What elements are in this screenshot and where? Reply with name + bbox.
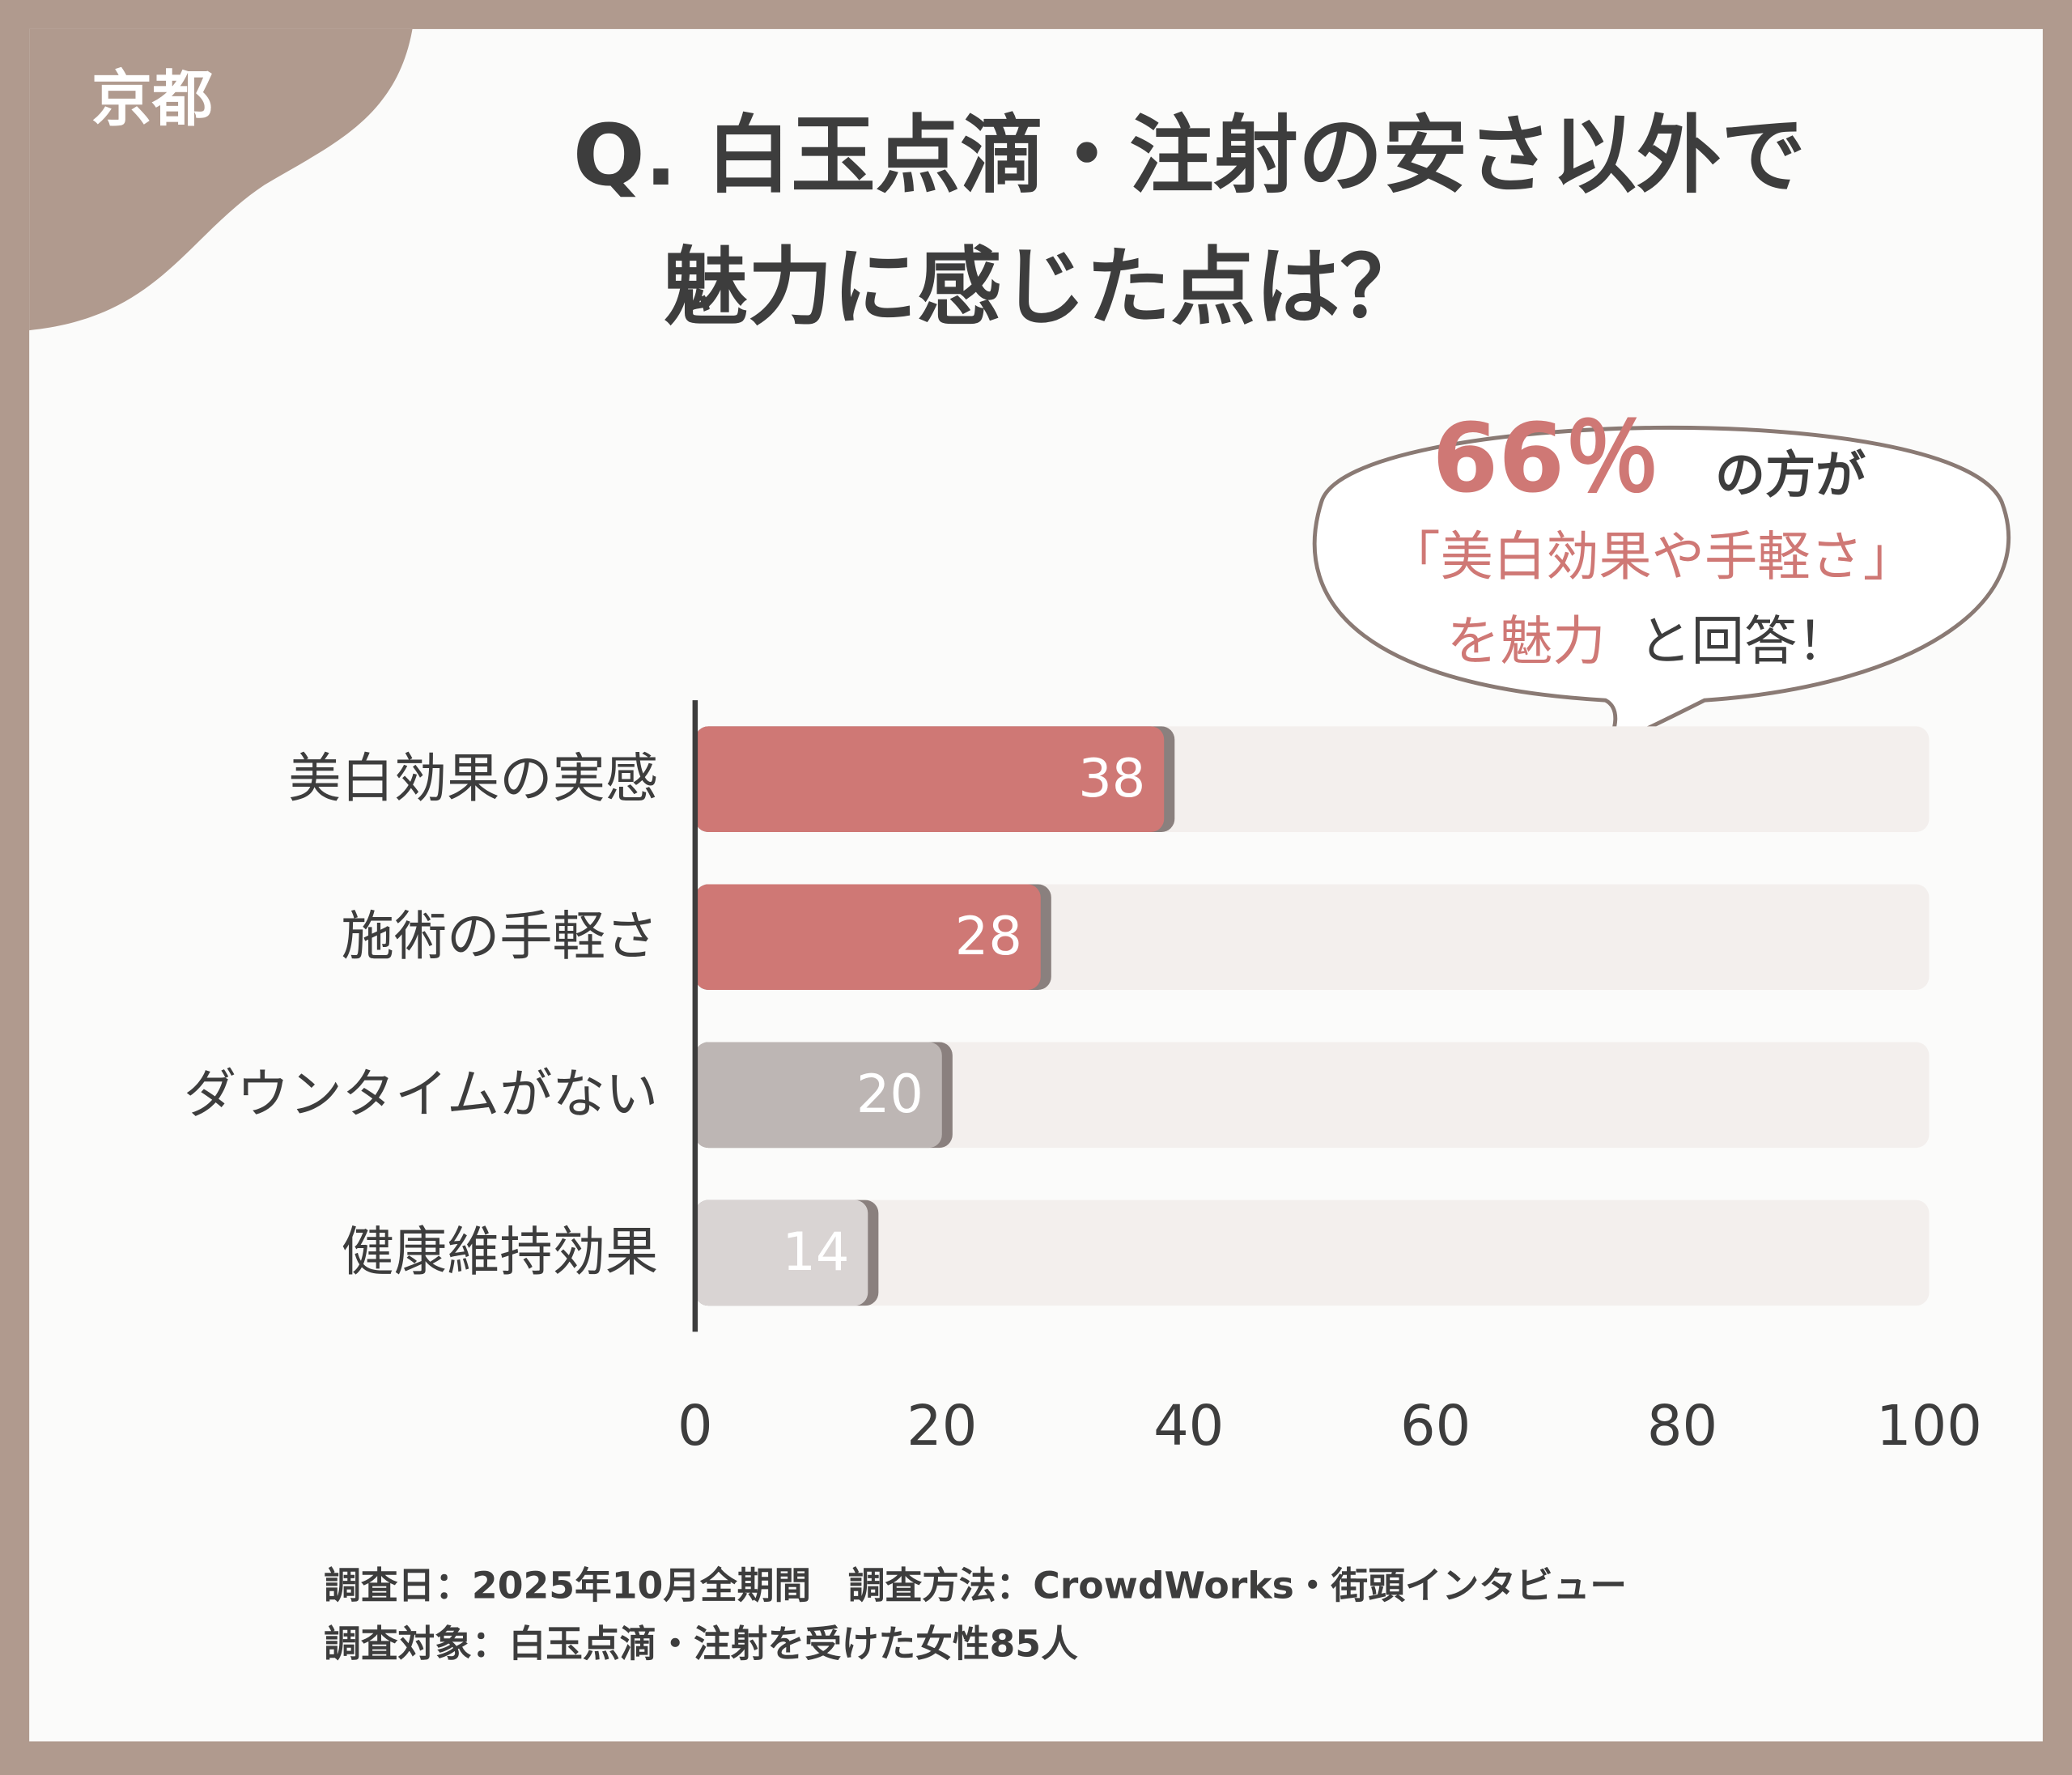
bar-track <box>694 1200 1930 1306</box>
x-tick-label: 0 <box>677 1394 713 1459</box>
y-tick-label: 健康維持効果 <box>341 1221 658 1283</box>
bar <box>694 726 1165 832</box>
bar-track <box>694 1042 1930 1149</box>
callout-text: の方が <box>1715 445 1866 504</box>
bar <box>694 884 1041 991</box>
callout-highlight: 66％ <box>1433 403 1660 514</box>
chart-title: 魅力に感じた点は？ <box>664 238 1424 337</box>
value-label: 38 <box>1078 748 1145 809</box>
x-tick-label: 100 <box>1876 1394 1982 1459</box>
value-label: 28 <box>955 906 1022 967</box>
region-label: 京都 <box>91 63 213 134</box>
x-tick-label: 20 <box>906 1394 977 1459</box>
chart-title: Q. 白玉点滴・注射の安さ以外で <box>573 106 1806 205</box>
x-tick-label: 40 <box>1153 1394 1224 1459</box>
callout-text: と回答！ <box>1638 611 1849 673</box>
y-tick-label: 施術の手軽さ <box>341 906 658 967</box>
footer-note: 調査日：2025年10月全期間 調査方法：CrowdWorks・街頭インタビュー <box>324 1565 1627 1607</box>
x-tick-label: 80 <box>1647 1394 1717 1459</box>
y-tick-label: 美白効果の実感 <box>288 748 658 809</box>
bar <box>694 1200 868 1306</box>
x-tick-label: 60 <box>1400 1394 1471 1459</box>
callout-text: を魅力 <box>1447 611 1606 673</box>
footer-note: 調査対象：白玉点滴・注射を受けた女性85人 <box>324 1622 1078 1665</box>
callout-bubble <box>1312 426 2011 750</box>
value-label: 14 <box>782 1221 849 1283</box>
y-tick-label: ダウンタイムがない <box>184 1064 658 1125</box>
plot: 美白効果の実感 38 施術の手軽さ 28 ダウンタイムがない 20 健康維持効果 14 0 20 4… <box>184 700 1982 1459</box>
callout-text: 「美白効果や手軽さ」 <box>1387 526 1916 588</box>
corner-badge <box>29 28 413 331</box>
value-label: 20 <box>856 1064 923 1125</box>
bar <box>694 1042 942 1149</box>
